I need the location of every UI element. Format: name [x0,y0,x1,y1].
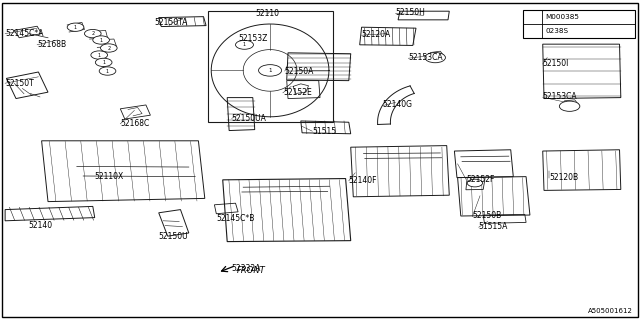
Text: 52150B: 52150B [472,212,502,220]
Text: 2: 2 [531,29,534,34]
Text: 52120A: 52120A [362,30,391,39]
Text: 1: 1 [74,25,77,30]
Text: 1: 1 [106,68,109,74]
Text: FRONT: FRONT [237,266,266,275]
Text: M000385: M000385 [545,14,579,20]
Text: 52150U: 52150U [159,232,188,241]
Text: 52152E: 52152E [283,88,312,97]
Circle shape [526,28,539,34]
Text: 52150UA: 52150UA [232,114,266,123]
Text: 52140G: 52140G [383,100,413,109]
Circle shape [526,13,539,20]
Text: 52110X: 52110X [95,172,124,181]
Text: 52150T: 52150T [5,79,34,88]
Text: 52145C*A: 52145C*A [5,29,44,38]
Text: 52168B: 52168B [37,40,67,49]
Circle shape [93,36,109,44]
Text: 52150TA: 52150TA [155,18,188,27]
Circle shape [95,58,112,67]
Text: 2: 2 [108,45,110,51]
Circle shape [259,65,282,76]
Text: 52150A: 52150A [285,67,314,76]
Text: 52110: 52110 [255,9,280,18]
Text: 2: 2 [92,31,94,36]
Circle shape [425,52,445,63]
Text: 52332A: 52332A [232,264,261,273]
Text: 52153CA: 52153CA [408,53,443,62]
Circle shape [100,44,117,52]
Text: 1: 1 [98,52,100,58]
Text: 52140: 52140 [29,221,53,230]
Text: 51515: 51515 [312,127,337,136]
Text: 52145C*B: 52145C*B [216,214,255,223]
Text: 52152F: 52152F [466,175,494,184]
Circle shape [67,23,84,31]
Circle shape [84,29,101,38]
Text: 1: 1 [100,37,102,43]
Text: 1: 1 [102,60,105,65]
Text: 52153Z: 52153Z [238,34,268,43]
Text: 1: 1 [243,42,246,47]
Circle shape [559,101,580,111]
Text: 52168C: 52168C [120,119,150,128]
Circle shape [236,40,253,49]
Text: 52140F: 52140F [349,176,378,185]
Text: 51515A: 51515A [479,222,508,231]
Text: 52150H: 52150H [396,8,426,17]
Text: 1: 1 [268,68,272,73]
Circle shape [467,179,483,187]
Circle shape [99,67,116,75]
Text: 52153CA: 52153CA [543,92,577,101]
Text: A505001612: A505001612 [588,308,632,314]
Text: 52150I: 52150I [543,59,569,68]
Text: 1: 1 [531,14,534,19]
Text: 52120B: 52120B [549,173,579,182]
FancyBboxPatch shape [523,10,635,38]
Circle shape [91,51,108,59]
Text: 0238S: 0238S [545,28,568,34]
